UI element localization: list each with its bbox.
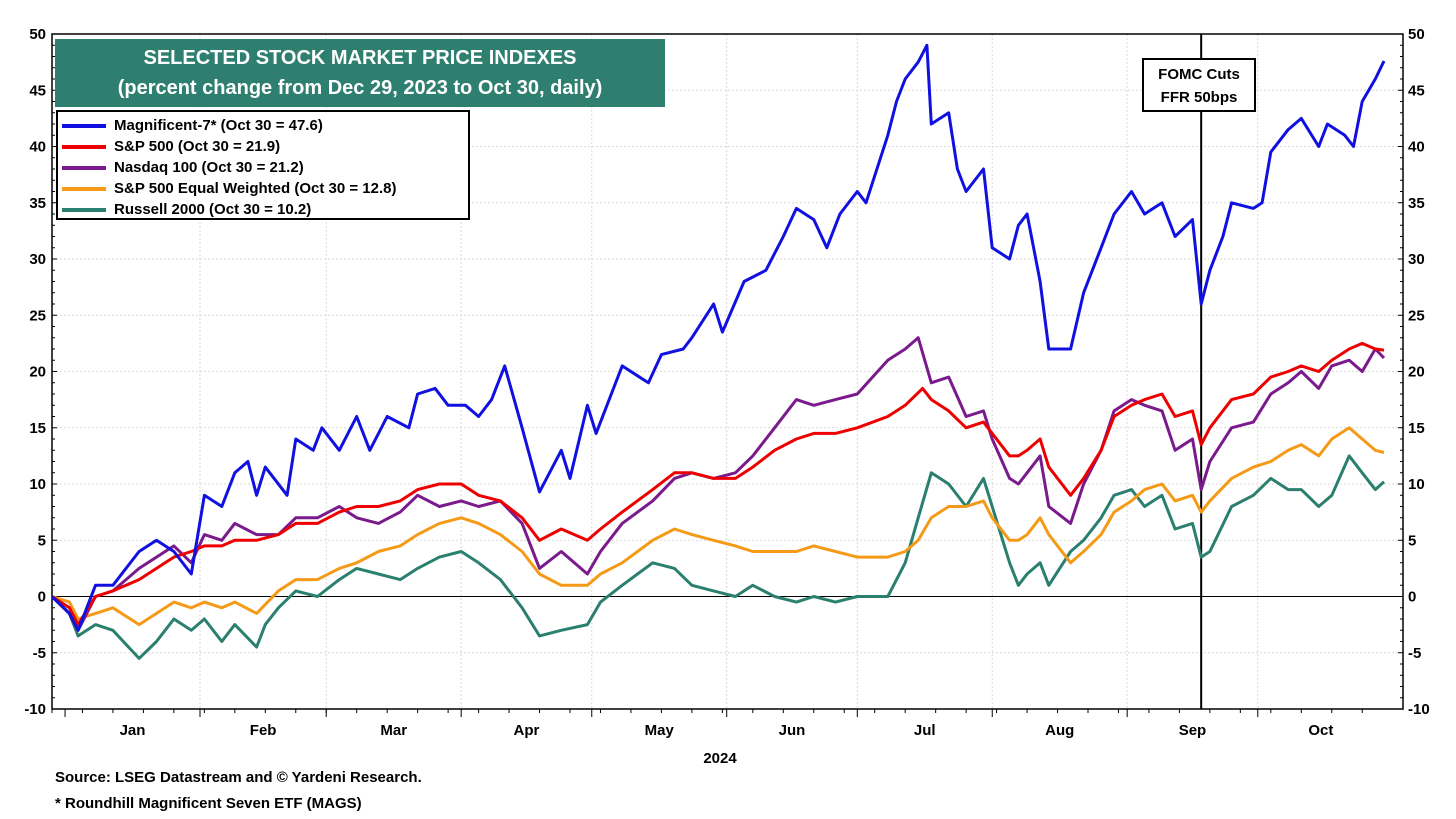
y-tick-label-right: 45 [1408,82,1425,99]
y-tick-label-left: 35 [29,195,46,212]
y-tick-label-right: 20 [1408,364,1425,381]
legend-item-russell-2000: Russell 2000 (Oct 30 = 10.2) [62,199,468,220]
y-tick-label-right: 40 [1408,139,1425,156]
y-tick-label-right: 10 [1408,476,1425,493]
y-tick-label-left: 40 [29,139,46,156]
legend-label: Russell 2000 (Oct 30 = 10.2) [114,201,312,218]
y-tick-label-right: 30 [1408,251,1425,268]
legend-swatch [62,165,106,170]
y-tick-label-left: -10 [24,701,46,718]
x-axis-label: 2024 [703,750,737,767]
series-line [50,454,1386,660]
annotation-line1: FOMC Cuts [1158,66,1240,83]
fomc-annotation: FOMC Cuts FFR 50bps [1142,58,1256,112]
y-tick-label-right: 15 [1408,420,1425,437]
x-tick-label: Apr [514,722,540,739]
y-tick-label-right: 5 [1408,532,1416,549]
legend: Magnificent-7* (Oct 30 = 47.6) S&P 500 (… [56,110,470,220]
axes: -10 -10 -5 -5 0 0 5 5 10 10 15 15 20 20 25 25 30 30 35 35 40… [24,26,1429,739]
y-tick-label-left: 45 [29,82,46,99]
legend-label: S&P 500 Equal Weighted (Oct 30 = 12.8) [114,180,397,197]
legend-label: Magnificent-7* (Oct 30 = 47.6) [114,117,323,134]
legend-item-sp500-equal-weighted: S&P 500 Equal Weighted (Oct 30 = 12.8) [62,178,468,199]
series-line [50,336,1386,632]
y-tick-label-left: -5 [33,645,46,662]
legend-swatch [62,207,106,212]
legend-swatch [62,123,106,128]
y-tick-label-left: 0 [38,589,46,606]
source-note: Source: LSEG Datastream and © Yardeni Re… [55,769,422,786]
y-tick-label-left: 15 [29,420,46,437]
legend-item-magnificent-7: Magnificent-7* (Oct 30 = 47.6) [62,115,468,136]
legend-label: S&P 500 (Oct 30 = 21.9) [114,138,281,155]
x-tick-label: Oct [1308,722,1333,739]
y-tick-label-right: 0 [1408,589,1416,606]
x-tick-label: Jul [914,722,936,739]
legend-item-sp500: S&P 500 (Oct 30 = 21.9) [62,136,468,157]
y-tick-label-right: 35 [1408,195,1425,212]
y-tick-label-left: 10 [29,476,46,493]
y-tick-label-left: 25 [29,307,46,324]
series-line [51,426,1385,627]
y-tick-label-left: 20 [29,364,46,381]
chart-title-line1: SELECTED STOCK MARKET PRICE INDEXES [143,47,577,69]
chart-title-line2: (percent change from Dec 29, 2023 to Oct… [117,77,603,99]
y-tick-label-right: 50 [1408,26,1425,43]
x-tick-label: Mar [380,722,407,739]
y-tick-label-left: 50 [29,26,46,43]
x-tick-label: Aug [1045,722,1074,739]
legend-swatch [62,186,106,191]
series-line [51,341,1385,627]
legend-label: Nasdaq 100 (Oct 30 = 21.2) [114,159,304,176]
x-tick-label: Jun [779,722,806,739]
x-tick-label: May [645,722,675,739]
series-lines [50,43,1386,660]
y-tick-label-left: 30 [29,251,46,268]
x-tick-label: Sep [1179,722,1207,739]
y-tick-label-left: 5 [38,532,46,549]
chart-title: SELECTED STOCK MARKET PRICE INDEXES (per… [55,39,665,107]
series-line [50,43,1386,632]
y-tick-label-right: -10 [1408,701,1430,718]
footnote: * Roundhill Magnificent Seven ETF (MAGS) [55,795,362,812]
legend-item-nasdaq-100: Nasdaq 100 (Oct 30 = 21.2) [62,157,468,178]
legend-swatch [62,144,106,149]
plot-frame [51,33,1404,710]
annotation-line2: FFR 50bps [1160,89,1238,106]
y-tick-label-right: 25 [1408,307,1425,324]
x-tick-label: Feb [250,722,277,739]
y-tick-label-right: -5 [1408,645,1421,662]
x-tick-label: Jan [120,722,146,739]
